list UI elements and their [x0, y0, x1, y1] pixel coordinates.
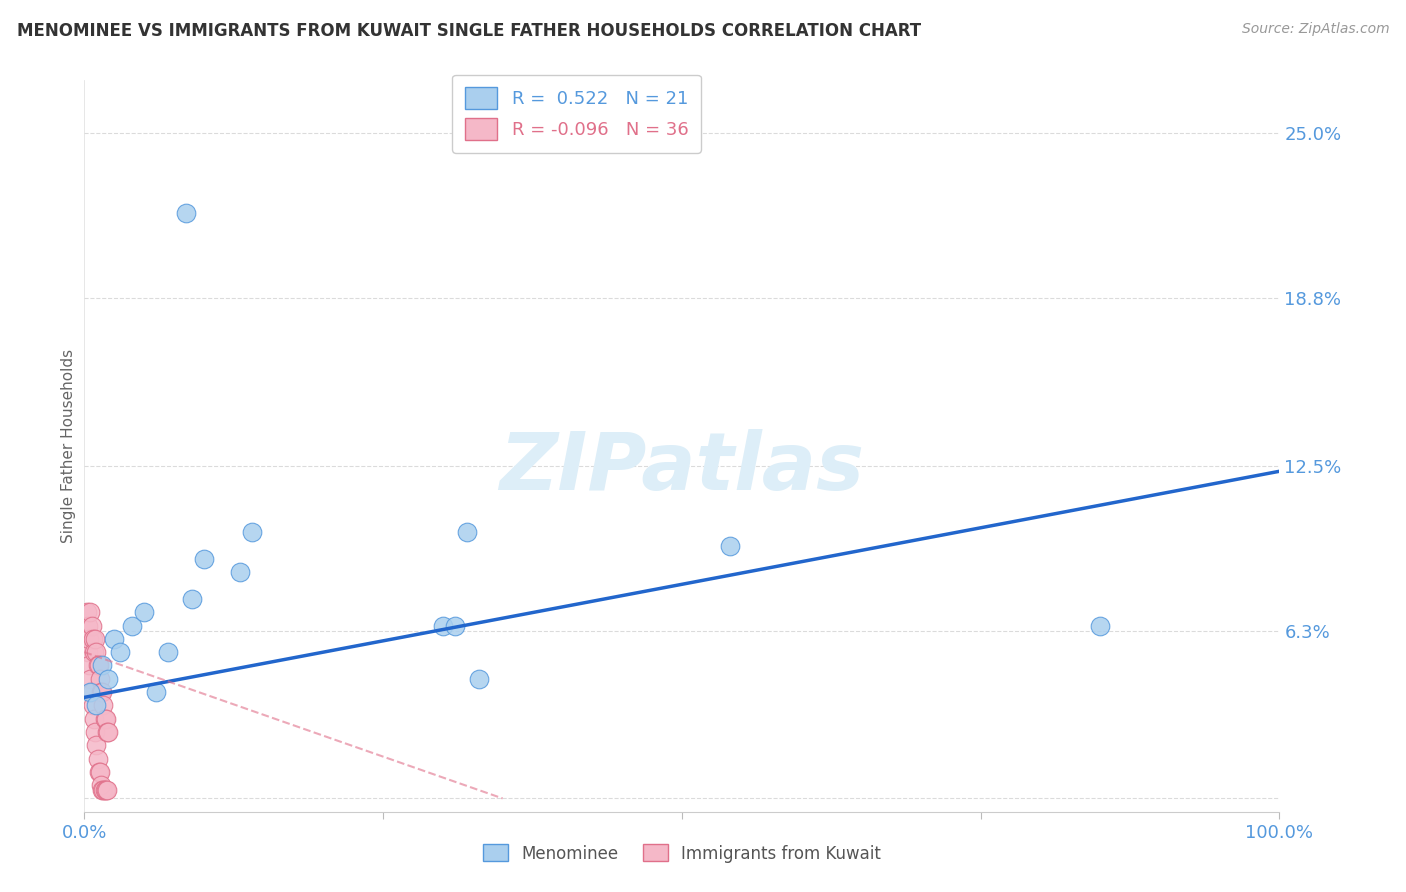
Point: [93, 783, 115, 797]
Point: [121, 618, 143, 632]
Point: [1090, 618, 1112, 632]
Point: [96, 783, 118, 797]
Point: [145, 685, 167, 699]
Point: [83, 712, 105, 726]
Text: ZIPatlas: ZIPatlas: [499, 429, 865, 507]
Point: [79, 605, 101, 619]
Point: [174, 206, 197, 220]
Point: [87, 764, 110, 779]
Point: [718, 539, 741, 553]
Point: [444, 618, 467, 632]
Point: [432, 618, 454, 632]
Point: [456, 525, 478, 540]
Point: [86, 658, 108, 673]
Point: [90, 778, 112, 792]
Point: [97, 672, 120, 686]
Point: [80, 685, 103, 699]
Point: [80, 618, 103, 632]
Point: [77, 658, 100, 673]
Point: [86, 645, 108, 659]
Point: [90, 685, 112, 699]
Y-axis label: Single Father Households: Single Father Households: [60, 349, 76, 543]
Point: [193, 552, 215, 566]
Point: [86, 751, 108, 765]
Text: MENOMINEE VS IMMIGRANTS FROM KUWAIT SINGLE FATHER HOUSEHOLDS CORRELATION CHART: MENOMINEE VS IMMIGRANTS FROM KUWAIT SING…: [17, 22, 921, 40]
Point: [83, 645, 105, 659]
Point: [93, 712, 115, 726]
Point: [77, 645, 100, 659]
Point: [93, 783, 115, 797]
Point: [89, 764, 111, 779]
Point: [110, 645, 132, 659]
Point: [82, 698, 104, 713]
Point: [229, 566, 252, 580]
Text: Source: ZipAtlas.com: Source: ZipAtlas.com: [1241, 22, 1389, 37]
Point: [84, 632, 107, 646]
Point: [87, 658, 110, 673]
Point: [89, 672, 111, 686]
Point: [82, 632, 104, 646]
Point: [94, 783, 117, 797]
Point: [94, 712, 117, 726]
Point: [103, 632, 125, 646]
Point: [86, 738, 108, 752]
Point: [76, 605, 98, 619]
Point: [132, 605, 156, 619]
Point: [86, 698, 108, 713]
Point: [97, 725, 120, 739]
Legend: Menominee, Immigrants from Kuwait: Menominee, Immigrants from Kuwait: [475, 838, 889, 869]
Point: [77, 618, 100, 632]
Point: [468, 672, 491, 686]
Point: [91, 783, 114, 797]
Point: [93, 698, 115, 713]
Point: [181, 591, 204, 606]
Point: [79, 672, 101, 686]
Point: [77, 632, 100, 646]
Point: [157, 645, 180, 659]
Point: [79, 685, 101, 699]
Point: [96, 725, 118, 739]
Point: [91, 658, 114, 673]
Point: [84, 725, 107, 739]
Point: [91, 685, 114, 699]
Point: [240, 525, 263, 540]
